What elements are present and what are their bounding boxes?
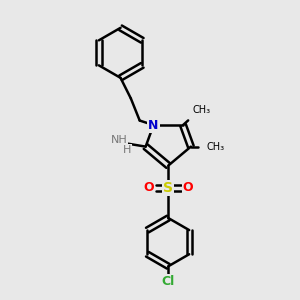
- Text: O: O: [183, 181, 193, 194]
- Text: H: H: [123, 145, 131, 155]
- Text: NH: NH: [111, 135, 128, 145]
- Text: CH₃: CH₃: [207, 142, 225, 152]
- Text: Cl: Cl: [162, 274, 175, 287]
- Text: N: N: [148, 118, 159, 131]
- Text: S: S: [163, 181, 173, 195]
- Text: CH₃: CH₃: [192, 105, 210, 115]
- Text: O: O: [143, 181, 154, 194]
